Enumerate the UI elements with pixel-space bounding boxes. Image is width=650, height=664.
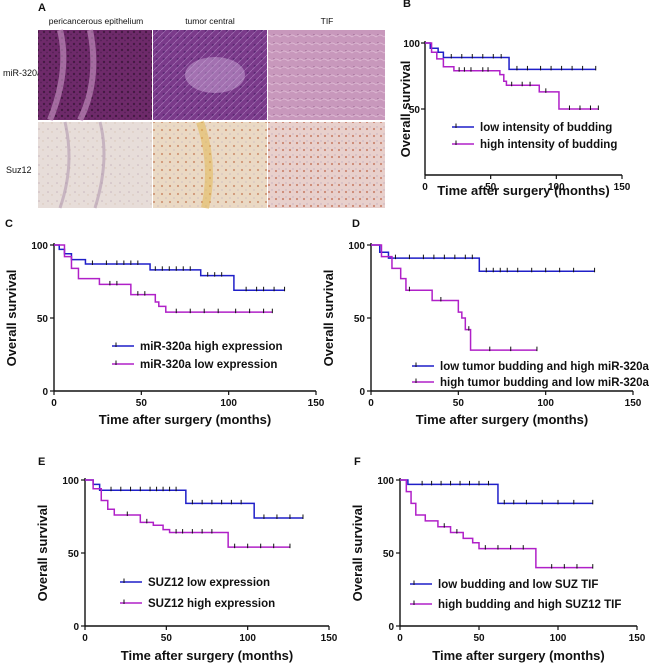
chart-panel-e: E 0 50 100 150 0 50 100 Time after surgery (mont…	[35, 456, 338, 663]
x-tick-label: 150	[308, 398, 325, 409]
histology-tile-mir320a-tif	[268, 30, 385, 120]
legend-label: high intensity of budding	[480, 139, 617, 151]
legend-label: SUZ12 low expression	[148, 577, 270, 589]
legend-label: low intensity of budding	[480, 122, 612, 134]
histology-tile-suz12-pericancerous	[38, 121, 152, 209]
survival-curve-low-d	[371, 244, 595, 273]
column-title-tumor-central: tumor central	[185, 16, 235, 26]
histology-tile-suz12-tif	[268, 122, 385, 208]
x-tick-label: 0	[368, 398, 374, 409]
x-tick-label: 100	[220, 398, 237, 409]
x-tick-label: 0	[422, 182, 428, 193]
y-tick-label: 0	[42, 387, 48, 398]
y-tick-label: 50	[383, 549, 395, 560]
y-tick-label: 0	[359, 387, 365, 398]
x-tick-label: 50	[136, 398, 148, 409]
y-tick-label: 50	[37, 314, 49, 325]
row-label-suz12: Suz12	[6, 165, 32, 175]
y-axis-label: Overall survival	[398, 61, 413, 158]
survival-curve-high-f	[400, 479, 593, 569]
panel-label-a: A	[38, 2, 46, 14]
survival-curve-low-f	[400, 479, 593, 505]
chart-panel-f: F 0 50 100 150 0 50 100 Time after surgery (mont…	[350, 456, 646, 663]
chart-panel-c: C 0 50 100 150 0 50 100 Time after surgery (mont…	[4, 218, 325, 427]
y-tick-label: 50	[354, 314, 366, 325]
x-tick-label: 150	[625, 398, 642, 409]
x-axis-label: Time after surgery (months)	[121, 648, 293, 663]
x-tick-label: 100	[548, 182, 565, 193]
panel-label-b: B	[403, 0, 411, 10]
x-tick-label: 0	[51, 398, 57, 409]
y-tick-label: 50	[409, 105, 421, 116]
legend-label: high budding and high SUZ12 TIF	[438, 599, 621, 611]
y-tick-label: 100	[377, 476, 394, 487]
y-axis-label: Overall survival	[350, 505, 365, 602]
histology-tile-mir320a-pericancerous	[38, 29, 152, 122]
panel-label-e: E	[38, 456, 45, 468]
x-tick-label: 150	[614, 182, 631, 193]
x-axis-label: Time after surgery (months)	[437, 183, 609, 198]
column-title-tif: TIF	[321, 16, 334, 26]
x-tick-label: 100	[537, 398, 554, 409]
chart-panel-d: D 0 50 100 150 0 50 100 Time after surgery (mont…	[321, 218, 650, 427]
survival-curve-high-b	[425, 42, 599, 110]
x-tick-label: 0	[397, 633, 403, 644]
y-axis-label: Overall survival	[35, 505, 50, 602]
panel-label-f: F	[354, 456, 361, 468]
y-tick-label: 100	[62, 476, 79, 487]
legend-label: miR-320a low expression	[140, 359, 277, 371]
x-tick-label: 150	[321, 633, 338, 644]
legend-label: high tumor budding and low miR-320a	[440, 377, 650, 389]
x-axis-label: Time after surgery (months)	[99, 412, 271, 427]
x-tick-label: 50	[453, 398, 465, 409]
panel-label-d: D	[352, 218, 360, 230]
survival-curve-high-c	[54, 244, 273, 313]
y-tick-label: 100	[31, 241, 48, 252]
survival-curve-high-d	[371, 244, 537, 351]
x-tick-label: 50	[473, 633, 485, 644]
y-tick-label: 0	[73, 622, 79, 633]
survival-curve-low-b	[425, 42, 596, 71]
x-tick-label: 100	[239, 633, 256, 644]
y-tick-label: 100	[348, 241, 365, 252]
legend-label: miR-320a high expression	[140, 341, 283, 353]
y-tick-label: 100	[403, 39, 420, 50]
survival-curve-low-e	[85, 479, 303, 519]
column-title-pericancerous: pericancerous epithelium	[49, 16, 144, 26]
x-tick-label: 50	[161, 633, 173, 644]
x-tick-label: 100	[550, 633, 567, 644]
y-axis-label: Overall survival	[4, 270, 19, 367]
y-axis-label: Overall survival	[321, 270, 336, 367]
survival-curve-high-e	[85, 479, 290, 548]
x-axis-label: Time after surgery (months)	[416, 412, 588, 427]
x-tick-label: 50	[485, 182, 497, 193]
histology-tile-mir320a-tumor-central	[153, 30, 267, 120]
legend-label: low budding and low SUZ TIF	[438, 579, 598, 591]
legend-label: SUZ12 high expression	[148, 598, 275, 610]
legend-label: low tumor budding and high miR-320a	[440, 361, 650, 373]
y-tick-label: 50	[68, 549, 80, 560]
x-tick-label: 0	[82, 633, 88, 644]
y-tick-label: 0	[388, 622, 394, 633]
panel-label-c: C	[5, 218, 13, 230]
x-tick-label: 150	[629, 633, 646, 644]
x-axis-label: Time after surgery (months)	[432, 648, 604, 663]
histology-panel: A pericancerous epithelium tumor central…	[3, 2, 385, 209]
row-label-mir320a: miR-320a	[3, 68, 42, 78]
histology-tile-suz12-tumor-central	[153, 120, 267, 209]
